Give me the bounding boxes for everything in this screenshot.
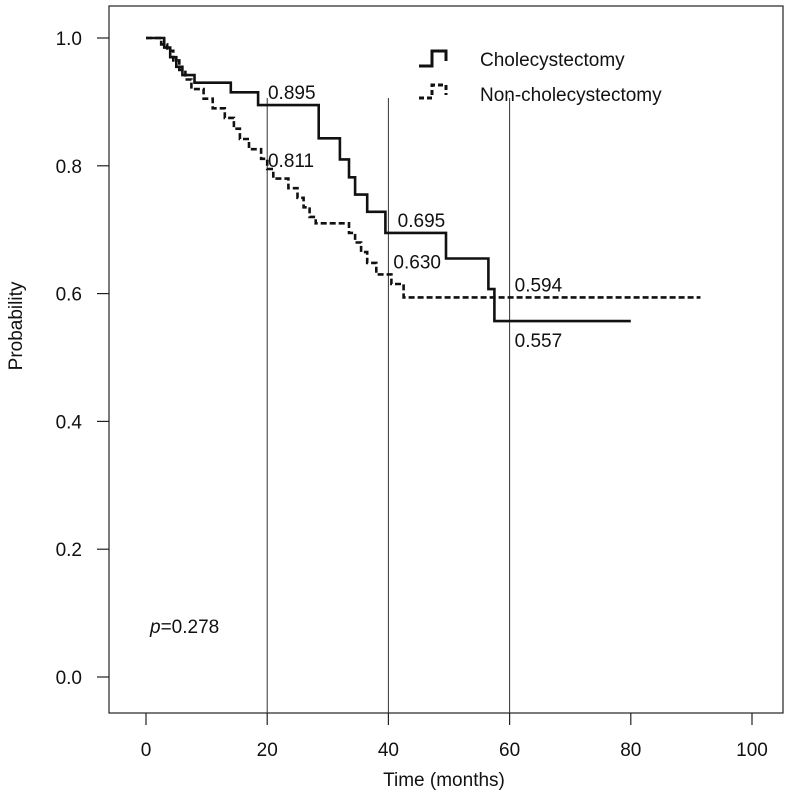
x-tick-label: 40 [378, 740, 399, 761]
value-annotation: 0.695 [398, 211, 446, 232]
y-tick-label: 0.6 [56, 285, 82, 306]
legend: Cholecystectomy Non-cholecystectomy [419, 49, 662, 106]
y-tick-label: 1.0 [56, 29, 82, 50]
p-value-symbol: p [149, 617, 161, 638]
value-annotation: 0.630 [393, 252, 441, 273]
x-tick-label: 0 [141, 740, 152, 761]
legend-label-cholecystectomy: Cholecystectomy [480, 50, 625, 71]
value-annotation: 0.557 [515, 331, 563, 352]
y-tick-label: 0.4 [56, 412, 83, 433]
x-tick-label: 60 [499, 740, 520, 761]
x-tick-label: 100 [736, 740, 768, 761]
plot-frame [108, 5, 784, 714]
value-annotation: 0.895 [268, 83, 316, 104]
series-line-non-cholecystectomy [146, 36, 701, 299]
legend-label-non-cholecystectomy: Non-cholecystectomy [480, 85, 662, 106]
series-line-cholecystectomy [146, 36, 631, 323]
x-tick-label: 80 [620, 740, 641, 761]
annotations: 0.895 0.811 0.695 0.630 0.594 0.557 [268, 83, 563, 352]
value-annotation: 0.594 [515, 275, 563, 296]
legend-swatch-non-cholecystectomy [419, 83, 448, 100]
series-group [146, 36, 701, 323]
x-tick-label: 20 [257, 740, 278, 761]
y-axis-title: Probability [6, 281, 27, 370]
p-value-annotation: p=0.278 [149, 617, 219, 638]
x-axis-title: Time (months) [383, 770, 505, 791]
y-tick-label: 0.0 [56, 668, 82, 689]
legend-swatch-cholecystectomy [419, 49, 448, 68]
reference-lines [266, 98, 511, 713]
value-annotation: 0.811 [268, 151, 314, 172]
axes: 0 20 40 60 80 100 0.0 0.2 0.4 0.6 0.8 1.0 [56, 5, 784, 761]
y-tick-label: 0.8 [56, 157, 82, 178]
p-value-text: =0.278 [161, 617, 220, 638]
y-tick-label: 0.2 [56, 540, 82, 561]
